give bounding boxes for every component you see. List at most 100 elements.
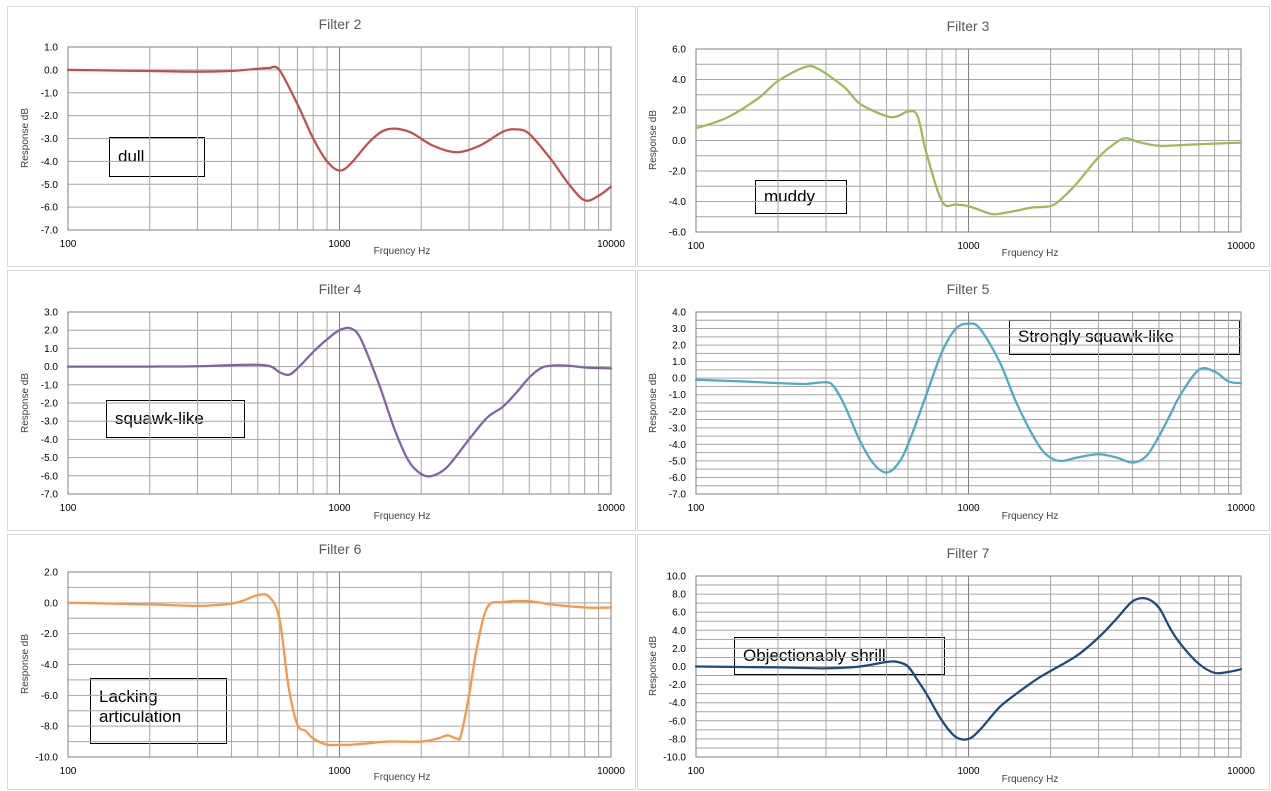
y-tick-label: 10.0 <box>667 572 687 583</box>
x-tick-label: 10000 <box>1227 241 1255 252</box>
x-tick-label: 1000 <box>957 503 980 514</box>
x-axis-label: Frquency Hz <box>1002 511 1059 522</box>
y-tick-label: -10.0 <box>663 753 686 764</box>
y-tick-label: 8.0 <box>672 590 686 601</box>
plot-area-border <box>67 46 612 231</box>
x-tick-label: 100 <box>688 766 705 777</box>
series-line <box>694 64 1243 216</box>
y-axis-label: Response dB <box>20 634 31 694</box>
y-tick-label: -4.0 <box>41 660 59 671</box>
x-tick-label: 100 <box>60 766 77 777</box>
y-tick-label: -7.0 <box>41 226 59 237</box>
series-line <box>66 326 613 478</box>
x-tick-label: 100 <box>688 241 705 252</box>
x-tick-label: 1000 <box>328 239 351 250</box>
chart-title: Filter 4 <box>319 281 362 297</box>
y-tick-label: -5.0 <box>41 180 59 191</box>
y-tick-label: 6.0 <box>672 45 686 56</box>
y-tick-label: 4.0 <box>672 75 686 86</box>
y-tick-label: -1.0 <box>41 88 59 99</box>
x-tick-label: 100 <box>688 503 705 514</box>
y-tick-label: 0.0 <box>44 598 58 609</box>
y-tick-label: -2.0 <box>669 680 687 691</box>
y-axis-label: Response dB <box>648 373 659 433</box>
x-tick-label: 10000 <box>597 239 625 250</box>
y-tick-label: 2.0 <box>44 326 58 337</box>
y-tick-label: -6.0 <box>41 471 59 482</box>
y-tick-label: -6.0 <box>669 716 687 727</box>
y-tick-label: -4.0 <box>669 698 687 709</box>
y-axis-label: Response dB <box>648 636 659 696</box>
x-tick-label: 10000 <box>597 766 625 777</box>
series-line <box>66 593 613 747</box>
y-tick-label: -1.0 <box>41 380 59 391</box>
series-line <box>694 322 1243 474</box>
y-tick-label: -8.0 <box>669 734 687 745</box>
y-tick-label: -2.0 <box>669 167 687 178</box>
annotation-squawk-like: squawk-like <box>106 400 245 438</box>
y-tick-label: 0.0 <box>44 362 58 373</box>
plot-area-border <box>67 311 612 495</box>
y-tick-label: -4.0 <box>41 435 59 446</box>
y-tick-label: -5.0 <box>669 456 687 467</box>
y-tick-label: -4.0 <box>41 157 59 168</box>
x-tick-label: 10000 <box>1227 503 1255 514</box>
y-axis-label: Response dB <box>20 108 31 168</box>
x-tick-label: 1000 <box>328 503 351 514</box>
y-tick-label: -7.0 <box>41 490 59 501</box>
x-axis-label: Frquency Hz <box>374 511 431 522</box>
y-tick-label: -2.0 <box>41 111 59 122</box>
series-line <box>66 65 613 202</box>
y-tick-label: 2.0 <box>672 341 686 352</box>
annotation-strongly-squawk-like: Strongly squawk-like <box>1009 320 1240 355</box>
x-tick-label: 1000 <box>957 766 980 777</box>
y-tick-label: -3.0 <box>669 423 687 434</box>
x-tick-label: 100 <box>60 239 77 250</box>
annotation-dull: dull <box>109 137 205 177</box>
chart-title: Filter 5 <box>947 281 990 297</box>
y-tick-label: 3.0 <box>672 324 686 335</box>
y-tick-label: -3.0 <box>41 417 59 428</box>
y-tick-label: -6.0 <box>41 691 59 702</box>
chart-title: Filter 6 <box>319 541 362 557</box>
y-tick-label: 0.0 <box>672 662 686 673</box>
x-tick-label: 1000 <box>957 241 980 252</box>
x-axis-label: Frquency Hz <box>1002 774 1059 785</box>
chart-title: Filter 7 <box>947 545 990 561</box>
y-tick-label: -3.0 <box>41 134 59 145</box>
x-axis-label: Frquency Hz <box>1002 248 1059 259</box>
chart-title: Filter 3 <box>947 18 990 34</box>
y-tick-label: -6.0 <box>41 203 59 214</box>
x-tick-label: 10000 <box>597 503 625 514</box>
y-tick-label: 2.0 <box>44 568 58 579</box>
plot-area-border <box>67 571 612 758</box>
y-tick-label: -2.0 <box>41 629 59 640</box>
y-tick-label: 6.0 <box>672 608 686 619</box>
chart-title: Filter 2 <box>319 16 362 32</box>
chart-panel-filter-5 <box>637 270 1270 531</box>
y-tick-label: 4.0 <box>672 626 686 637</box>
y-tick-label: -5.0 <box>41 453 59 464</box>
x-tick-label: 100 <box>60 503 77 514</box>
y-axis-label: Response dB <box>20 373 31 433</box>
y-tick-label: 1.0 <box>44 344 58 355</box>
y-tick-label: -4.0 <box>669 197 687 208</box>
x-axis-label: Frquency Hz <box>374 772 431 783</box>
series-line <box>694 597 1243 741</box>
y-tick-label: 1.0 <box>44 43 58 54</box>
x-tick-label: 10000 <box>1227 766 1255 777</box>
y-tick-label: 0.0 <box>672 136 686 147</box>
y-tick-label: -2.0 <box>41 399 59 410</box>
y-tick-label: 0.0 <box>44 65 58 76</box>
plot-area-border <box>695 48 1242 233</box>
y-tick-label: -4.0 <box>669 440 687 451</box>
y-tick-label: -10.0 <box>35 753 58 764</box>
y-tick-label: -7.0 <box>669 490 687 501</box>
y-tick-label: -2.0 <box>669 407 687 418</box>
y-tick-label: 1.0 <box>672 357 686 368</box>
y-tick-label: 4.0 <box>672 308 686 319</box>
plot-area-border <box>695 311 1242 495</box>
y-tick-label: 2.0 <box>672 644 686 655</box>
chart-panel-filter-6 <box>7 534 636 790</box>
